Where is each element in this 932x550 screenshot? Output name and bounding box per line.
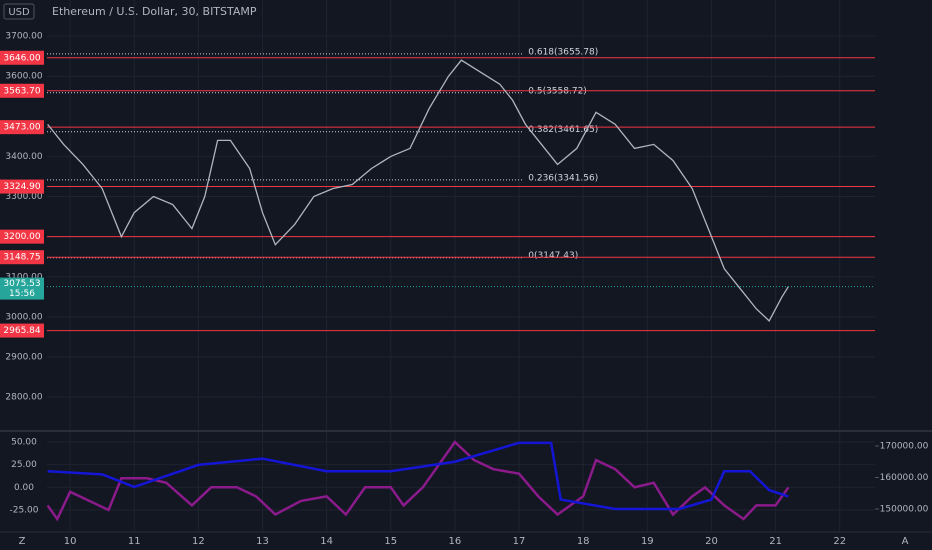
x-tick-label: 21	[769, 536, 782, 547]
level-tag	[0, 323, 44, 338]
level-label: 3200.00	[3, 232, 40, 242]
y2-tick-label: 160000.00	[880, 473, 929, 483]
y-tick-label: -25.00	[9, 505, 38, 515]
y-tick-label: 2900.00	[5, 352, 42, 362]
level-tag	[0, 120, 44, 135]
level-tag	[0, 229, 44, 244]
price-line	[47, 59, 789, 322]
fib-label: 0.382(3461.65)	[528, 125, 598, 135]
x-tick-label: 13	[256, 536, 269, 547]
x-tick-label: 10	[64, 536, 77, 547]
y-tick-label: 3700.00	[5, 32, 42, 42]
indicator-line	[47, 441, 789, 511]
level-label: 2965.84	[3, 326, 40, 336]
level-tag	[0, 179, 44, 194]
level-tag	[0, 83, 44, 98]
countdown: 15:56	[9, 289, 35, 299]
x-tick-label: 19	[641, 536, 654, 547]
y-tick-label: 25.00	[11, 460, 37, 470]
x-tick-label: 16	[449, 536, 462, 547]
level-label: 3324.90	[3, 182, 40, 192]
level-label: 3473.00	[3, 123, 40, 133]
level-label: 3148.75	[3, 253, 40, 263]
y-tick-label: 3300.00	[5, 192, 42, 202]
currency[interactable]: USD	[8, 7, 30, 18]
scale-button[interactable]: Z	[19, 536, 26, 547]
x-tick-label: 17	[513, 536, 526, 547]
last-price-label: 3075.53	[3, 279, 40, 289]
last-price-tag	[0, 277, 44, 300]
y2-tick-label: 150000.00	[880, 505, 929, 515]
fib-label: 0.618(3655.78)	[528, 47, 598, 57]
y-tick-label: 3600.00	[5, 72, 42, 82]
x-tick-label: 15	[384, 536, 397, 547]
x-tick-label: 11	[128, 536, 141, 547]
y-tick-label: 3000.00	[5, 312, 42, 322]
chart-title: Ethereum / U.S. Dollar, 30, BITSTAMP	[52, 5, 257, 18]
y-tick-label: 3100.00	[5, 272, 42, 282]
level-label: 3646.00	[3, 53, 40, 63]
x-tick-label: 20	[705, 536, 718, 547]
y2-tick-label: 170000.00	[880, 442, 929, 452]
currency-box[interactable]	[3, 3, 35, 20]
level-tag	[0, 50, 44, 65]
fib-label: 0.236(3341.56)	[528, 173, 598, 183]
scale-button[interactable]: A	[902, 536, 909, 547]
level-tag	[0, 250, 44, 265]
x-tick-label: 12	[192, 536, 205, 547]
y-tick-label: 50.00	[11, 437, 37, 447]
x-tick-label: 14	[320, 536, 333, 547]
x-tick-label: 18	[577, 536, 590, 547]
fib-label: 0(3147.43)	[528, 251, 578, 261]
level-label: 3563.70	[3, 86, 40, 96]
y-tick-label: 0.00	[14, 483, 34, 493]
y-tick-label: 2800.00	[5, 393, 42, 403]
x-tick-label: 22	[833, 536, 846, 547]
y-tick-label: 3400.00	[5, 152, 42, 162]
